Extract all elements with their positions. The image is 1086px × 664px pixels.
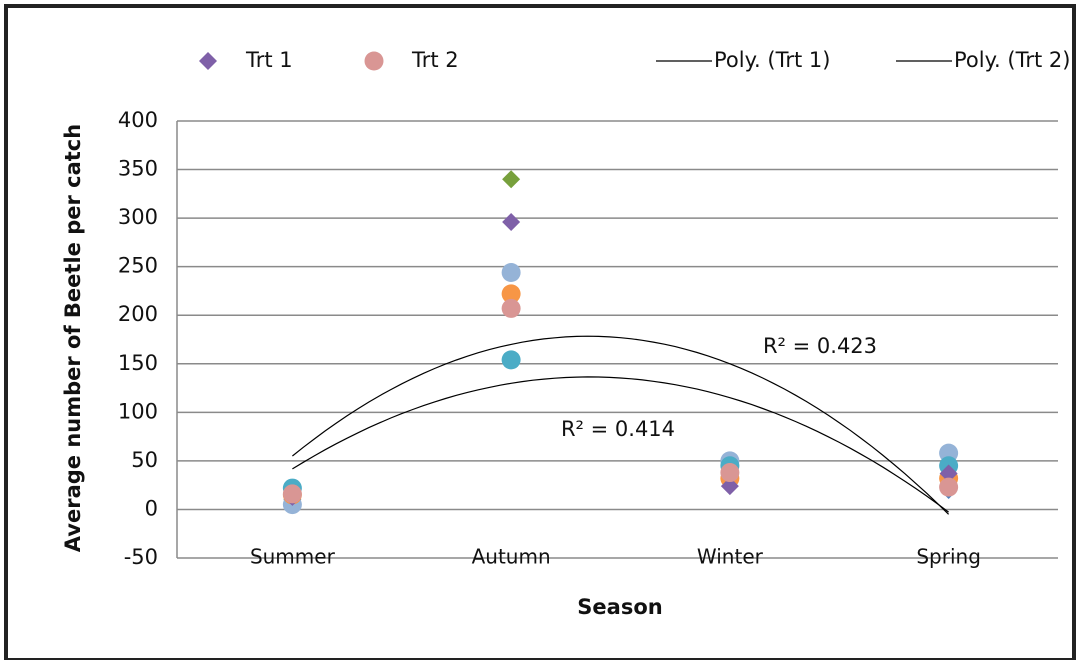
trendline (292, 335, 950, 515)
y-tick-label: 400 (118, 108, 158, 132)
x-tick-label: Autumn (472, 545, 551, 569)
point (501, 298, 521, 318)
x-tick-label: Spring (916, 545, 981, 569)
point (501, 350, 521, 370)
r-squared-label: R² = 0.423 (763, 334, 877, 358)
legend-marker (364, 51, 384, 71)
y-tick-label: 0 (145, 496, 158, 520)
y-tick-label: 100 (118, 399, 158, 423)
x-axis-title: Season (577, 595, 662, 619)
point (501, 262, 521, 282)
y-tick-label: 200 (118, 302, 158, 326)
r-squared-label: R² = 0.414 (561, 417, 675, 441)
point (501, 284, 521, 304)
y-tick-label: -50 (124, 545, 158, 569)
x-tick-label: Winter (697, 545, 764, 569)
point (502, 212, 521, 231)
y-tick-label: 350 (118, 157, 158, 181)
y-tick-label: 50 (131, 448, 158, 472)
legend-label: Trt 2 (411, 48, 459, 72)
y-tick-label: 300 (118, 205, 158, 229)
point (939, 477, 959, 497)
legend-label: Poly. (Trt 2) (954, 48, 1070, 72)
point (720, 463, 740, 483)
chart-frame (4, 4, 1076, 660)
point (502, 170, 521, 189)
x-tick-label: Summer (250, 545, 336, 569)
trendline (292, 376, 949, 513)
y-axis-title: Average number of Beetle per catch (61, 124, 85, 552)
y-tick-label: 250 (118, 254, 158, 278)
point (720, 477, 739, 496)
legend-marker (199, 52, 217, 70)
legend-label: Poly. (Trt 1) (714, 48, 830, 72)
legend-label: Trt 1 (245, 48, 293, 72)
point (939, 464, 958, 483)
point (282, 484, 302, 504)
y-tick-label: 150 (118, 351, 158, 375)
